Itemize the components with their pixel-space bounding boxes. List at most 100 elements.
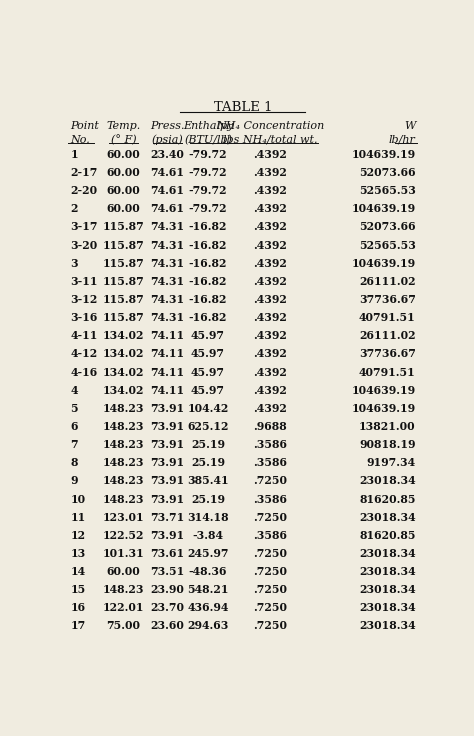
Text: 75.00: 75.00 xyxy=(107,620,140,631)
Text: 73.91: 73.91 xyxy=(151,530,185,541)
Text: 60.00: 60.00 xyxy=(107,203,140,214)
Text: 74.31: 74.31 xyxy=(151,222,185,233)
Text: 101.31: 101.31 xyxy=(103,548,145,559)
Text: 115.87: 115.87 xyxy=(103,240,145,251)
Text: 3-17: 3-17 xyxy=(70,222,98,233)
Text: 60.00: 60.00 xyxy=(107,185,140,197)
Text: 385.41: 385.41 xyxy=(187,475,229,486)
Text: .7250: .7250 xyxy=(254,512,287,523)
Text: -79.72: -79.72 xyxy=(189,167,228,178)
Text: 148.23: 148.23 xyxy=(103,494,144,504)
Text: 123.01: 123.01 xyxy=(103,512,145,523)
Text: 148.23: 148.23 xyxy=(103,421,144,432)
Text: 10: 10 xyxy=(70,494,85,504)
Text: 40791.51: 40791.51 xyxy=(359,367,416,378)
Text: 104639.19: 104639.19 xyxy=(351,149,416,160)
Text: .7250: .7250 xyxy=(254,475,287,486)
Text: (psia): (psia) xyxy=(152,135,183,145)
Text: 15: 15 xyxy=(70,584,85,595)
Text: 3-12: 3-12 xyxy=(70,294,98,305)
Text: 2-17: 2-17 xyxy=(70,167,98,178)
Text: 148.23: 148.23 xyxy=(103,439,144,450)
Text: 16: 16 xyxy=(70,602,85,613)
Text: 23018.34: 23018.34 xyxy=(359,475,416,486)
Text: 73.51: 73.51 xyxy=(150,566,185,577)
Text: 115.87: 115.87 xyxy=(103,222,145,233)
Text: .7250: .7250 xyxy=(254,620,287,631)
Text: .3586: .3586 xyxy=(254,530,287,541)
Text: -48.36: -48.36 xyxy=(189,566,227,577)
Text: .3586: .3586 xyxy=(254,494,287,504)
Text: 2: 2 xyxy=(70,203,78,214)
Text: .9688: .9688 xyxy=(254,421,287,432)
Text: 23.90: 23.90 xyxy=(151,584,184,595)
Text: 9197.34: 9197.34 xyxy=(366,457,416,468)
Text: .7250: .7250 xyxy=(254,566,287,577)
Text: 45.97: 45.97 xyxy=(191,330,225,342)
Text: 5: 5 xyxy=(70,403,78,414)
Text: 52073.66: 52073.66 xyxy=(359,167,416,178)
Text: lb/hr: lb/hr xyxy=(389,135,416,145)
Text: .4392: .4392 xyxy=(254,167,287,178)
Text: 11: 11 xyxy=(70,512,85,523)
Text: 122.52: 122.52 xyxy=(103,530,144,541)
Text: 81620.85: 81620.85 xyxy=(359,494,416,504)
Text: 7: 7 xyxy=(70,439,78,450)
Text: -79.72: -79.72 xyxy=(189,203,228,214)
Text: 25.19: 25.19 xyxy=(191,494,225,504)
Text: lbs NH₄/total wt.: lbs NH₄/total wt. xyxy=(223,135,318,145)
Text: 548.21: 548.21 xyxy=(187,584,229,595)
Text: 74.31: 74.31 xyxy=(151,240,185,251)
Text: 13: 13 xyxy=(70,548,85,559)
Text: 294.63: 294.63 xyxy=(187,620,229,631)
Text: 37736.67: 37736.67 xyxy=(359,348,416,359)
Text: 74.61: 74.61 xyxy=(151,185,184,197)
Text: Point: Point xyxy=(70,121,99,131)
Text: 4-16: 4-16 xyxy=(70,367,98,378)
Text: 74.31: 74.31 xyxy=(151,258,185,269)
Text: 13821.00: 13821.00 xyxy=(359,421,416,432)
Text: -16.82: -16.82 xyxy=(189,294,227,305)
Text: 52073.66: 52073.66 xyxy=(359,222,416,233)
Text: 314.18: 314.18 xyxy=(187,512,229,523)
Text: 73.91: 73.91 xyxy=(151,475,185,486)
Text: 3-11: 3-11 xyxy=(70,276,98,287)
Text: .4392: .4392 xyxy=(254,312,287,323)
Text: 74.31: 74.31 xyxy=(151,312,185,323)
Text: 60.00: 60.00 xyxy=(107,149,140,160)
Text: 4-12: 4-12 xyxy=(70,348,98,359)
Text: -16.82: -16.82 xyxy=(189,276,227,287)
Text: 12: 12 xyxy=(70,530,85,541)
Text: .4392: .4392 xyxy=(254,222,287,233)
Text: 104.42: 104.42 xyxy=(187,403,229,414)
Text: 73.71: 73.71 xyxy=(150,512,185,523)
Text: 104639.19: 104639.19 xyxy=(351,203,416,214)
Text: 3-20: 3-20 xyxy=(70,240,98,251)
Text: 122.01: 122.01 xyxy=(103,602,144,613)
Text: Enthalpy: Enthalpy xyxy=(183,121,233,131)
Text: 90818.19: 90818.19 xyxy=(359,439,416,450)
Text: 104639.19: 104639.19 xyxy=(351,403,416,414)
Text: 74.61: 74.61 xyxy=(151,167,184,178)
Text: 60.00: 60.00 xyxy=(107,566,140,577)
Text: -16.82: -16.82 xyxy=(189,222,227,233)
Text: (BTU/lb): (BTU/lb) xyxy=(184,135,232,145)
Text: .7250: .7250 xyxy=(254,602,287,613)
Text: NH₄ Concentration: NH₄ Concentration xyxy=(216,121,325,131)
Text: 74.11: 74.11 xyxy=(151,367,185,378)
Text: 3-16: 3-16 xyxy=(70,312,98,323)
Text: 23018.34: 23018.34 xyxy=(359,548,416,559)
Text: 134.02: 134.02 xyxy=(103,330,144,342)
Text: 245.97: 245.97 xyxy=(187,548,229,559)
Text: .3586: .3586 xyxy=(254,439,287,450)
Text: 25.19: 25.19 xyxy=(191,439,225,450)
Text: 115.87: 115.87 xyxy=(103,258,145,269)
Text: 25.19: 25.19 xyxy=(191,457,225,468)
Text: 1: 1 xyxy=(70,149,78,160)
Text: 52565.53: 52565.53 xyxy=(359,185,416,197)
Text: 73.91: 73.91 xyxy=(151,457,185,468)
Text: 104639.19: 104639.19 xyxy=(351,385,416,396)
Text: 148.23: 148.23 xyxy=(103,457,144,468)
Text: .4392: .4392 xyxy=(254,348,287,359)
Text: W: W xyxy=(404,121,416,131)
